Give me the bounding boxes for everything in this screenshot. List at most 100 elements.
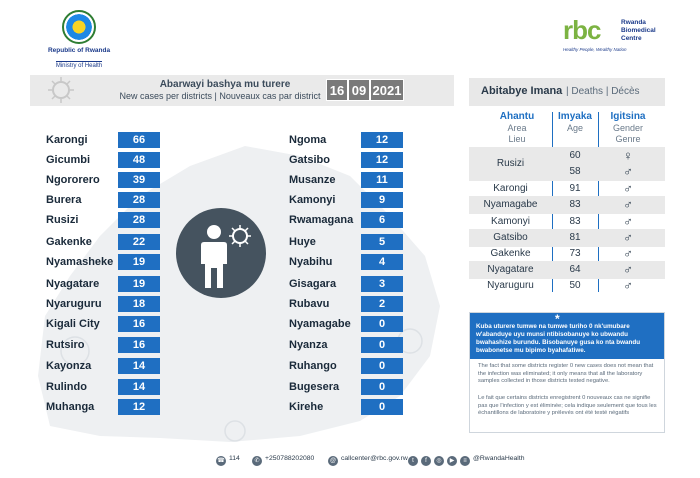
district-row-nyanza: Nyanza 0 — [289, 337, 403, 353]
col-age-header: Imyaka — [558, 111, 592, 122]
district-name: Gakenke — [46, 236, 92, 248]
district-value: 0 — [361, 379, 403, 395]
instagram-icon: ◎ — [434, 456, 444, 466]
district-value: 12 — [361, 152, 403, 168]
death-age: 58 — [569, 166, 581, 177]
district-row-gatsibo: Gatsibo 12 — [289, 152, 403, 168]
death-row-nyagatare: Nyagatare 64 ♂ — [469, 261, 665, 279]
district-value: 0 — [361, 399, 403, 415]
district-value: 12 — [361, 132, 403, 148]
person-virus-icon — [201, 225, 251, 288]
district-row-kamonyi: Kamonyi 9 — [289, 192, 403, 208]
district-row-bugesera: Bugesera 0 — [289, 379, 403, 395]
district-name: Rulindo — [46, 381, 87, 393]
rbc-name: Rwanda Biomedical Centre — [621, 19, 656, 42]
death-place: Gatsibo — [493, 232, 528, 243]
district-row-kirehe: Kirehe 0 — [289, 399, 403, 415]
district-value: 14 — [118, 379, 160, 395]
whatsapp-icon: ✆ — [252, 456, 262, 466]
virus-watermark-icon — [48, 77, 74, 103]
district-value: 6 — [361, 212, 403, 228]
male-icon: ♂ — [623, 197, 633, 212]
footer-social[interactable]: t f ◎ ▶ ≡ @RwandaHealth — [408, 453, 525, 466]
death-place: Gakenke — [490, 248, 531, 259]
death-place: Karongi — [493, 183, 528, 194]
district-row-musanze: Musanze 11 — [289, 172, 403, 188]
death-row-karongi: Karongi 91 ♂ — [469, 180, 665, 198]
rbc-wordmark: rbc — [563, 15, 601, 45]
district-name: Kamonyi — [289, 194, 336, 206]
district-value: 48 — [118, 152, 160, 168]
male-icon: ♂ — [623, 214, 633, 229]
death-row-rusizi-a: 60 ♀ — [469, 147, 665, 165]
district-name: Muhanga — [46, 401, 95, 413]
district-name: Gisagara — [289, 278, 337, 290]
death-age: 73 — [569, 248, 581, 259]
district-name: Huye — [289, 236, 316, 248]
death-place: Nyagatare — [487, 264, 534, 275]
male-icon: ♂ — [623, 246, 633, 261]
district-value: 28 — [118, 192, 160, 208]
district-value: 14 — [118, 358, 160, 374]
phone-icon: ☎ — [216, 456, 226, 466]
district-row-burera: Burera 28 — [46, 192, 160, 208]
district-value: 12 — [118, 399, 160, 415]
district-name: Kigali City — [46, 318, 100, 330]
death-row-gatsibo: Gatsibo 81 ♂ — [469, 229, 665, 247]
district-row-nyabihu: Nyabihu 4 — [289, 254, 403, 270]
social-handle: @RwandaHealth — [473, 455, 525, 462]
twitter-icon: t — [408, 456, 418, 466]
rbc-tagline: Healthy People, Wealthy Nation — [563, 47, 627, 52]
note-kinyarwanda: Kuba uturere tumwe na tumwe turiho 0 nk'… — [476, 323, 641, 354]
footer-email[interactable]: @ callcenter@rbc.gov.rw — [328, 453, 408, 466]
note-french: Le fait que certains districts enregistr… — [478, 395, 657, 416]
death-place: Kamonyi — [491, 216, 530, 227]
district-row-gicumbi: Gicumbi 48 — [46, 152, 160, 168]
death-age: 64 — [569, 264, 581, 275]
col-age-sub: Age — [566, 123, 583, 133]
footer-phone[interactable]: ✆ +250788202080 — [252, 453, 314, 466]
district-name: Ruhango — [289, 360, 337, 372]
district-value: 9 — [361, 192, 403, 208]
col-gender-sub1: Gender — [612, 123, 644, 133]
date-day: 16 — [326, 79, 348, 101]
district-row-nyagatare: Nyagatare 19 — [46, 276, 160, 292]
district-name: Nyamagabe — [289, 318, 351, 330]
email-text: callcenter@rbc.gov.rw — [341, 455, 408, 462]
death-row-rusizi-b: 58 ♂ — [469, 163, 665, 181]
male-icon: ♂ — [623, 262, 633, 277]
deaths-subtitle: | Deaths | Décès — [566, 86, 640, 97]
district-name: Nyabihu — [289, 256, 333, 268]
district-name: Ngororero — [46, 174, 100, 186]
district-value: 22 — [118, 234, 160, 250]
rbc-logo: rbc Rwanda Biomedical Centre Healthy Peo… — [563, 16, 673, 56]
district-row-ruhango: Ruhango 0 — [289, 358, 403, 374]
district-name: Rutsiro — [46, 339, 85, 351]
district-row-karongi: Karongi 66 — [46, 132, 160, 148]
district-row-rutsiro: Rutsiro 16 — [46, 337, 160, 353]
district-value: 19 — [118, 276, 160, 292]
district-name: Rusizi — [46, 214, 79, 226]
cases-title: Abarwayi bashya mu turere — [159, 79, 291, 90]
district-name: Burera — [46, 194, 82, 206]
district-value: 66 — [118, 132, 160, 148]
death-age: 83 — [569, 199, 581, 210]
death-age: 83 — [569, 216, 581, 227]
district-row-nyaruguru: Nyaruguru 18 — [46, 296, 160, 312]
death-row-nyamagabe: Nyamagabe 83 ♂ — [469, 196, 665, 214]
rwanda-seal-icon — [62, 10, 96, 44]
hotline-text: 114 — [229, 455, 240, 462]
district-name: Karongi — [46, 134, 88, 146]
death-row-nyaruguru: Nyaruguru 50 ♂ — [469, 277, 665, 295]
death-age: 60 — [569, 150, 581, 161]
district-row-kigali-city: Kigali City 16 — [46, 316, 160, 332]
col-gender-sub2: Genre — [615, 134, 641, 144]
district-row-rusizi: Rusizi 28 — [46, 212, 160, 228]
death-place: Nyamagabe — [483, 199, 538, 210]
female-icon: ♀ — [623, 148, 633, 163]
district-name: Kirehe — [289, 401, 324, 413]
district-value: 0 — [361, 337, 403, 353]
youtube-icon: ▶ — [447, 456, 457, 466]
footer-hotline[interactable]: ☎ 114 — [216, 453, 240, 466]
deaths-title: Abitabye Imana — [481, 85, 563, 97]
